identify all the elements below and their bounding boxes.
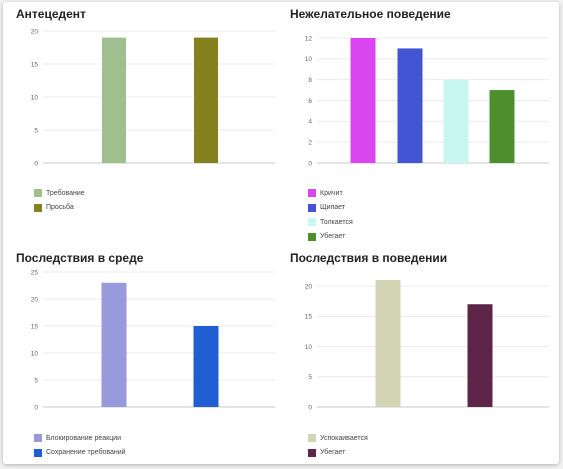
legend-label: Сохранение требований bbox=[46, 449, 126, 457]
legend-label: Требование bbox=[46, 189, 85, 197]
legend-label: Блокирование реакции bbox=[46, 434, 122, 442]
bar-0[interactable] bbox=[102, 37, 126, 163]
bar-0[interactable] bbox=[101, 282, 127, 407]
chart-legend: Успокаивается Убегает bbox=[308, 431, 368, 460]
panel-behavior-consequences: Последствия в поведении 0 5 10 15 20 Успокаи… bbox=[281, 233, 559, 464]
y-tick-label: 5 bbox=[34, 377, 38, 384]
y-tick-label: 12 bbox=[305, 35, 313, 42]
y-tick-label: 10 bbox=[305, 344, 313, 351]
chart-legend: Блокирование реакции Сохранение требовани… bbox=[34, 431, 126, 460]
bar-0[interactable] bbox=[350, 38, 376, 163]
legend-item[interactable]: Блокирование реакции bbox=[34, 431, 126, 446]
bar-1[interactable] bbox=[467, 304, 493, 407]
bar-chart: 0 5 10 15 20 bbox=[31, 28, 275, 167]
y-tick-label: 15 bbox=[31, 323, 39, 330]
chart-title: Нежелательное поведение bbox=[290, 7, 451, 21]
y-tick-label: 4 bbox=[308, 119, 312, 126]
legend-item[interactable]: Убегает bbox=[308, 230, 353, 245]
legend-item[interactable]: Щипает bbox=[308, 201, 353, 216]
bar-1[interactable] bbox=[194, 37, 218, 163]
legend-item[interactable]: Убегает bbox=[308, 446, 368, 461]
y-tick-label: 5 bbox=[308, 374, 312, 381]
y-tick-label: 20 bbox=[305, 283, 313, 290]
chart-title: Последствия в среде bbox=[16, 251, 144, 265]
legend-label: Кричит bbox=[320, 189, 343, 197]
legend-swatch bbox=[34, 189, 42, 198]
bar-3[interactable] bbox=[489, 90, 515, 163]
legend-item[interactable]: Успокаивается bbox=[308, 431, 368, 446]
legend-swatch bbox=[308, 218, 316, 227]
legend-item[interactable]: Толкается bbox=[308, 215, 353, 230]
legend-swatch bbox=[34, 434, 42, 443]
chart-legend: Требование Просьба bbox=[34, 186, 85, 215]
legend-label: Просьба bbox=[46, 204, 74, 212]
panel-environment-consequences: Последствия в среде 0 5 10 15 20 25 Блокирова… bbox=[3, 233, 281, 464]
y-tick-label: 0 bbox=[34, 404, 38, 411]
y-tick-label: 10 bbox=[305, 56, 313, 63]
y-tick-label: 2 bbox=[308, 139, 312, 146]
legend-swatch bbox=[34, 448, 42, 457]
bar-chart: 0 2 4 6 8 10 12 bbox=[305, 35, 549, 167]
legend-item[interactable]: Просьба bbox=[34, 201, 85, 216]
dashboard-card: Антецедент 0 5 10 15 20 Требование Просьба Не… bbox=[3, 2, 559, 464]
bar-0[interactable] bbox=[375, 280, 401, 407]
y-tick-label: 0 bbox=[308, 404, 312, 411]
bar-1[interactable] bbox=[193, 326, 219, 407]
bar-2[interactable] bbox=[443, 79, 469, 163]
y-tick-label: 20 bbox=[31, 28, 39, 35]
y-tick-label: 20 bbox=[31, 296, 39, 303]
panel-undesired-behavior: Нежелательное поведение 0 2 4 6 8 10 12 Кричит… bbox=[281, 2, 559, 241]
legend-swatch bbox=[308, 232, 316, 241]
chart-title: Последствия в поведении bbox=[290, 251, 448, 265]
legend-label: Убегает bbox=[320, 449, 346, 457]
legend-label: Успокаивается bbox=[320, 434, 368, 442]
chart-title: Антецедент bbox=[16, 7, 86, 21]
legend-item[interactable]: Кричит bbox=[308, 186, 353, 201]
y-tick-label: 15 bbox=[305, 314, 313, 321]
chart-legend: Кричит Щипает Толкается Убегает bbox=[308, 186, 353, 244]
y-tick-label: 8 bbox=[308, 77, 312, 84]
legend-swatch bbox=[308, 203, 316, 212]
y-tick-label: 0 bbox=[308, 160, 312, 167]
y-tick-label: 6 bbox=[308, 98, 312, 105]
bar-chart: 0 5 10 15 20 bbox=[305, 280, 549, 411]
legend-item[interactable]: Требование bbox=[34, 186, 85, 201]
legend-label: Толкается bbox=[320, 218, 353, 226]
legend-label: Щипает bbox=[320, 204, 346, 212]
bar-1[interactable] bbox=[397, 48, 423, 163]
legend-swatch bbox=[308, 448, 316, 457]
bar-chart: 0 5 10 15 20 25 bbox=[31, 269, 275, 411]
legend-item[interactable]: Сохранение требований bbox=[34, 446, 126, 461]
legend-label: Убегает bbox=[320, 233, 346, 241]
y-tick-label: 10 bbox=[31, 94, 39, 101]
legend-swatch bbox=[308, 189, 316, 198]
y-tick-label: 25 bbox=[31, 269, 39, 276]
legend-swatch bbox=[308, 434, 316, 443]
y-tick-label: 10 bbox=[31, 350, 39, 357]
y-tick-label: 0 bbox=[34, 160, 38, 167]
y-tick-label: 5 bbox=[34, 127, 38, 134]
y-tick-label: 15 bbox=[31, 61, 39, 68]
legend-swatch bbox=[34, 203, 42, 212]
panel-antecedent: Антецедент 0 5 10 15 20 Требование Просьба bbox=[3, 2, 281, 233]
